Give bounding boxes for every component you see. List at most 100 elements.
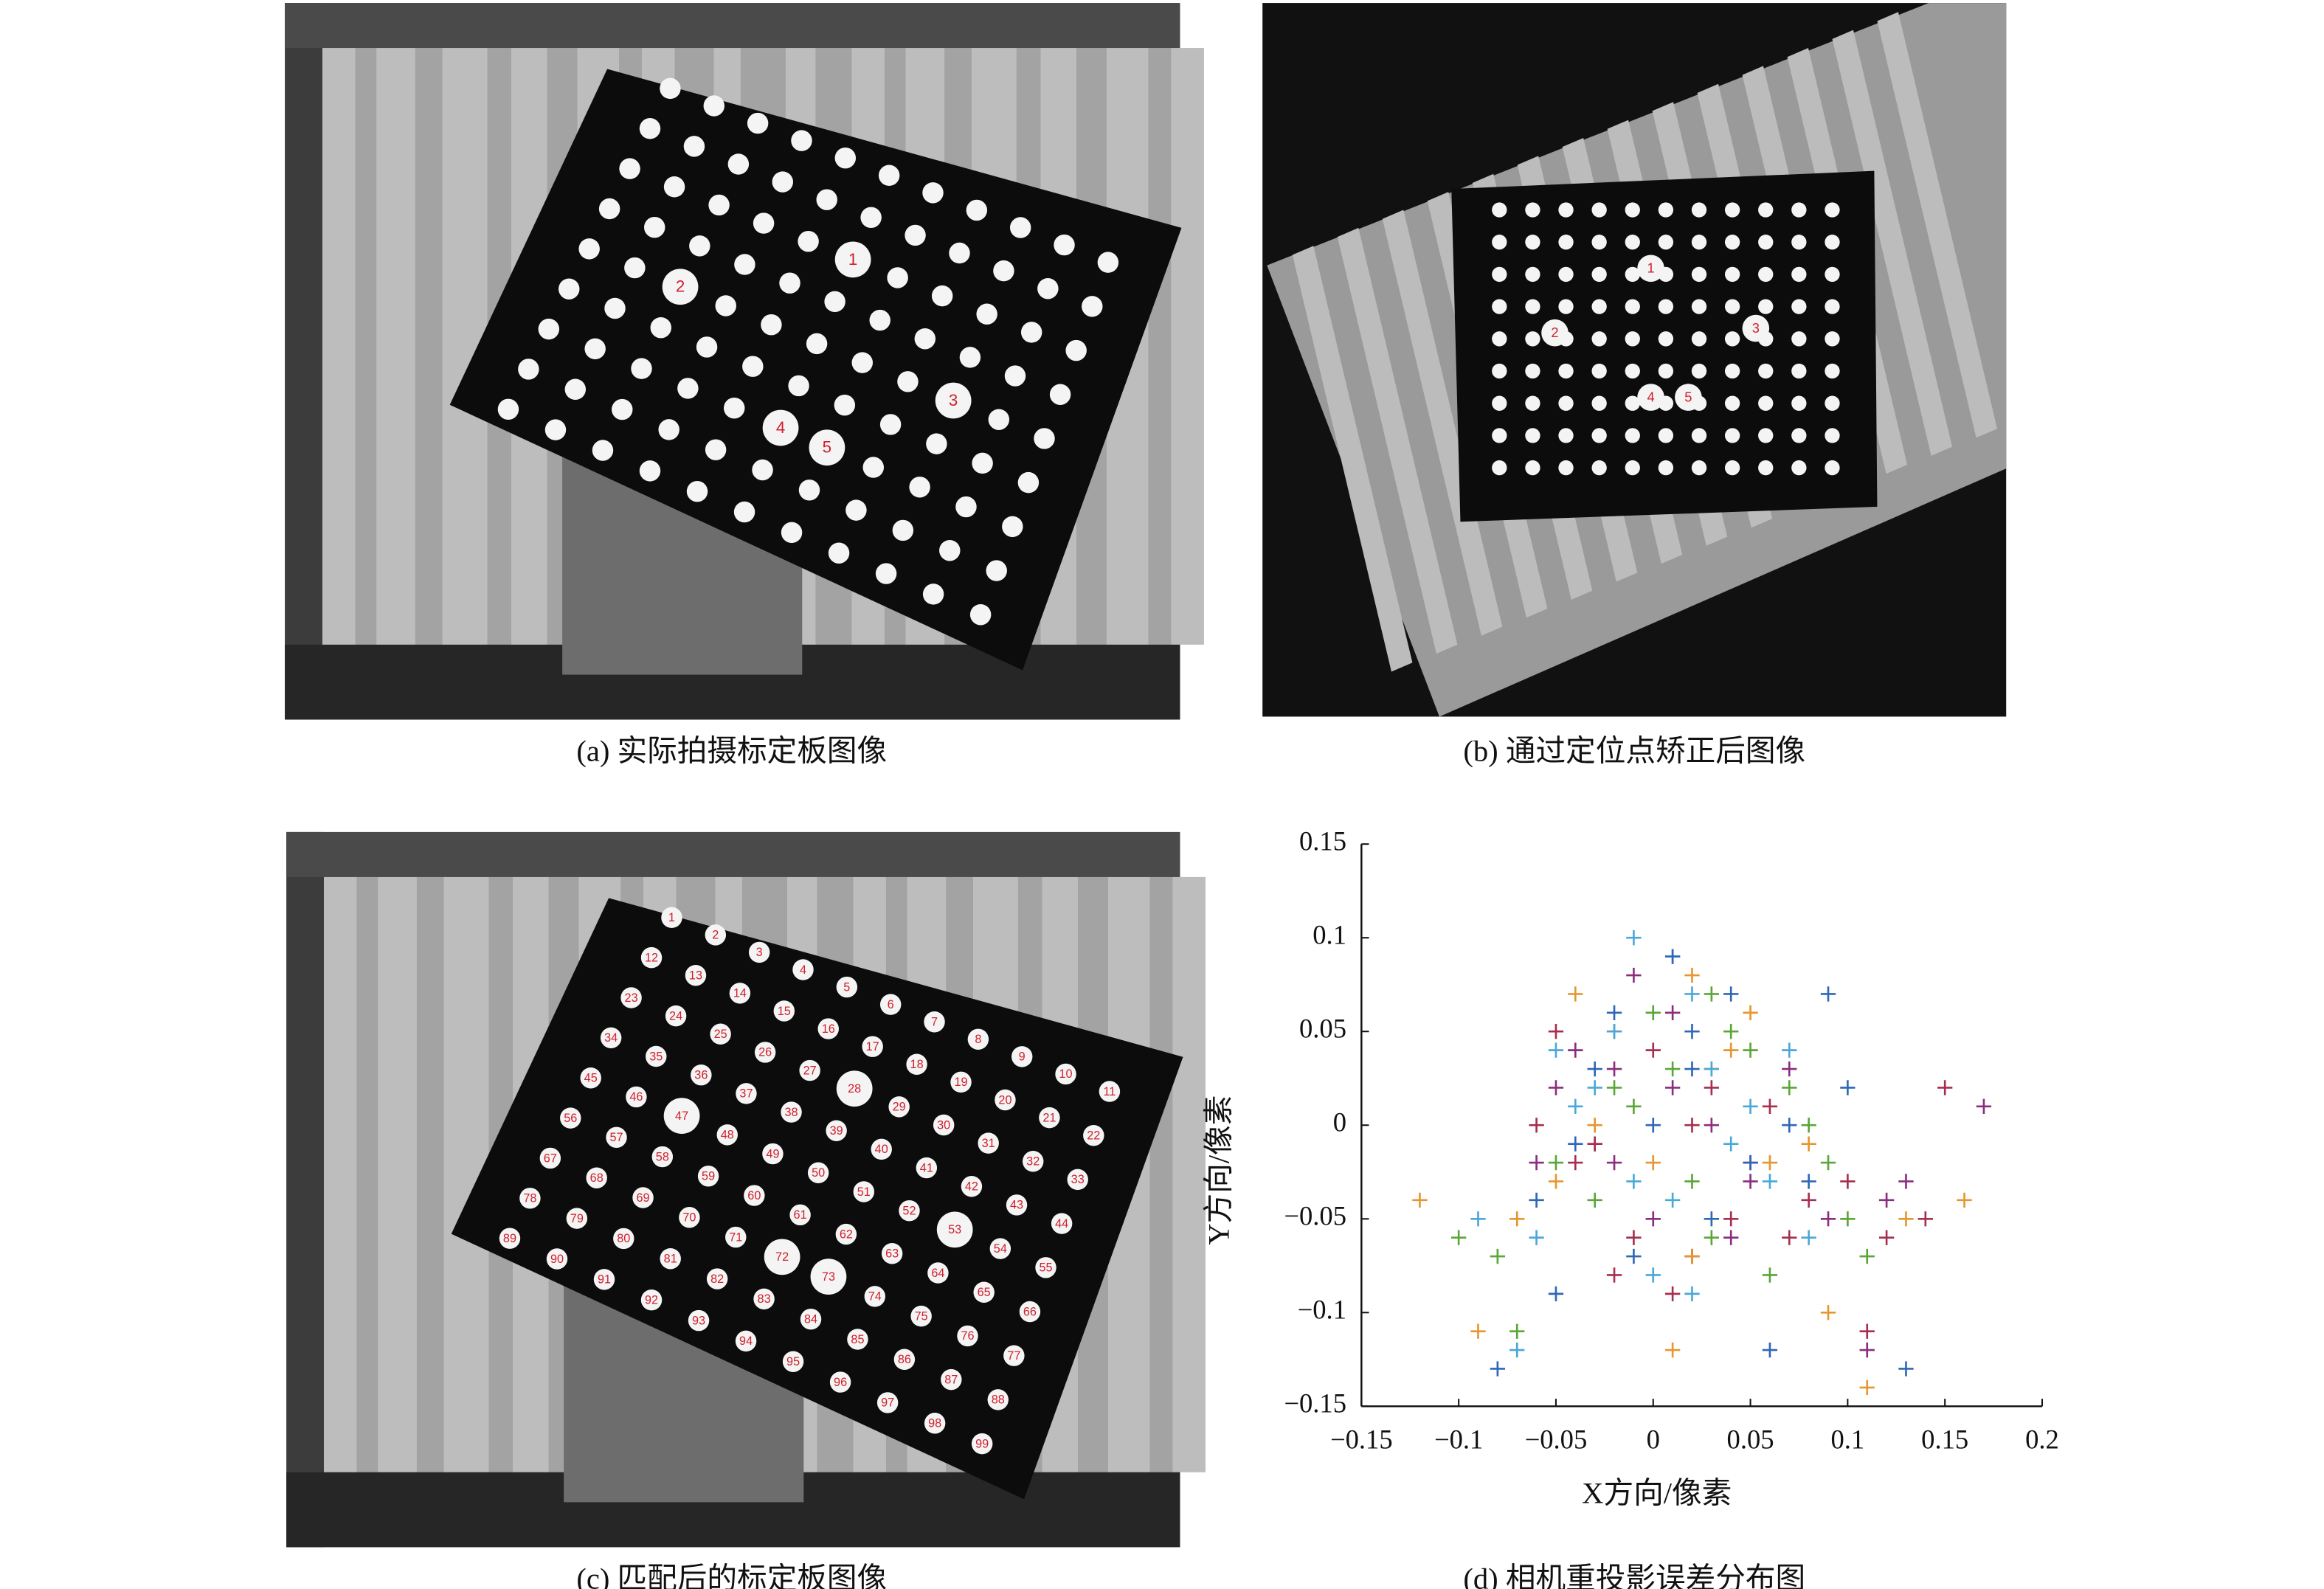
dot-label: 90 bbox=[550, 1253, 564, 1266]
curtain-fold bbox=[355, 48, 377, 645]
point bbox=[1664, 1286, 1681, 1302]
board-dot bbox=[961, 1176, 983, 1197]
board-dot bbox=[1658, 428, 1674, 443]
board-dot bbox=[1825, 331, 1840, 347]
board-dot bbox=[897, 371, 919, 392]
board-dot bbox=[1758, 428, 1774, 443]
dot-label: 15 bbox=[778, 1005, 791, 1018]
board-dot bbox=[972, 452, 993, 474]
dot-label: 2 bbox=[712, 929, 719, 942]
point bbox=[1898, 1174, 1914, 1189]
calibration-board bbox=[451, 898, 1183, 1500]
board-dot bbox=[752, 459, 773, 481]
board-dot bbox=[792, 959, 814, 980]
board-dot bbox=[1558, 395, 1574, 411]
point bbox=[1664, 1192, 1681, 1208]
y-tick-label: 0.05 bbox=[1299, 1014, 1346, 1044]
board-dot bbox=[1691, 202, 1707, 218]
board-dot bbox=[817, 1018, 839, 1039]
board-dot bbox=[708, 194, 730, 216]
point bbox=[1782, 1230, 1797, 1245]
dot-label: 33 bbox=[1071, 1173, 1085, 1186]
point bbox=[1684, 1061, 1700, 1077]
point bbox=[1470, 1211, 1486, 1227]
dot-label: 7 bbox=[931, 1016, 938, 1029]
board-dot bbox=[600, 1027, 622, 1049]
curtain-fold bbox=[415, 48, 443, 645]
board-dot bbox=[905, 224, 926, 246]
board-dot bbox=[593, 1269, 615, 1290]
point bbox=[1723, 1042, 1739, 1058]
dot-label: 85 bbox=[851, 1333, 864, 1346]
board-dot bbox=[888, 1096, 910, 1118]
board-dot bbox=[697, 1166, 719, 1187]
board-dot bbox=[810, 1259, 847, 1295]
board-dot bbox=[1492, 266, 1507, 283]
dot-label: 40 bbox=[875, 1143, 888, 1156]
point bbox=[1704, 1230, 1720, 1245]
dot-label: 25 bbox=[714, 1028, 727, 1041]
board-dot bbox=[1825, 395, 1840, 411]
board-dot bbox=[1525, 299, 1540, 314]
point bbox=[1509, 1342, 1525, 1358]
dot-label: 68 bbox=[590, 1171, 604, 1185]
board-dot bbox=[835, 1223, 857, 1245]
dot-label: 47 bbox=[675, 1109, 688, 1123]
board-dot bbox=[584, 338, 606, 360]
point bbox=[1684, 1024, 1700, 1039]
point bbox=[1704, 1211, 1720, 1227]
board-dot bbox=[1825, 299, 1840, 314]
board-dot bbox=[1625, 235, 1640, 250]
board-dot bbox=[862, 457, 884, 478]
board-dot bbox=[1003, 1345, 1025, 1366]
board-dot bbox=[640, 1289, 663, 1311]
dot-label: 87 bbox=[944, 1373, 958, 1386]
point bbox=[1412, 1192, 1428, 1208]
board-dot bbox=[762, 1143, 784, 1165]
dot-label: 4 bbox=[800, 963, 806, 977]
board-dot bbox=[924, 1011, 945, 1033]
board-dot bbox=[661, 907, 682, 928]
board-dot bbox=[1558, 460, 1574, 476]
board-dot bbox=[959, 347, 981, 368]
board-dot bbox=[735, 1330, 757, 1352]
point bbox=[1762, 1174, 1778, 1189]
board-dot bbox=[499, 1228, 521, 1249]
board-dot bbox=[734, 254, 755, 275]
board-dot bbox=[799, 1059, 820, 1081]
board-dot bbox=[1591, 428, 1607, 443]
board-dot bbox=[1492, 202, 1507, 218]
x-tick-label: 0 bbox=[1647, 1424, 1660, 1454]
board-dot bbox=[643, 216, 665, 238]
board-dot bbox=[736, 1083, 757, 1104]
dot-label: 80 bbox=[617, 1232, 630, 1245]
dot-label: 57 bbox=[610, 1131, 623, 1144]
board-dot bbox=[729, 983, 751, 1004]
board-dot bbox=[845, 499, 867, 521]
point bbox=[1450, 1230, 1467, 1245]
dot-label: 52 bbox=[902, 1204, 916, 1217]
board-dot bbox=[1625, 266, 1640, 283]
board-dot bbox=[906, 1053, 927, 1076]
board-dot bbox=[1758, 395, 1774, 411]
board-dot bbox=[1558, 428, 1574, 443]
point bbox=[1743, 1154, 1758, 1171]
dot-label: 9 bbox=[1019, 1050, 1026, 1064]
board-dot bbox=[663, 176, 685, 198]
board-dot bbox=[564, 378, 587, 400]
board-dot bbox=[1625, 428, 1640, 443]
board-dot bbox=[639, 460, 661, 482]
point bbox=[1684, 1286, 1700, 1302]
board-dot bbox=[1637, 384, 1664, 411]
board-dot bbox=[949, 242, 970, 264]
dot-label: 23 bbox=[625, 991, 638, 1005]
dot-label: 31 bbox=[982, 1137, 995, 1150]
point bbox=[1587, 1118, 1602, 1133]
point bbox=[1529, 1230, 1544, 1245]
dot-label: 72 bbox=[775, 1250, 789, 1264]
board-dot bbox=[1525, 266, 1540, 283]
board-dot bbox=[613, 1228, 634, 1250]
point bbox=[1626, 1248, 1642, 1264]
board-dot bbox=[1591, 235, 1607, 250]
board-dot bbox=[578, 238, 600, 260]
